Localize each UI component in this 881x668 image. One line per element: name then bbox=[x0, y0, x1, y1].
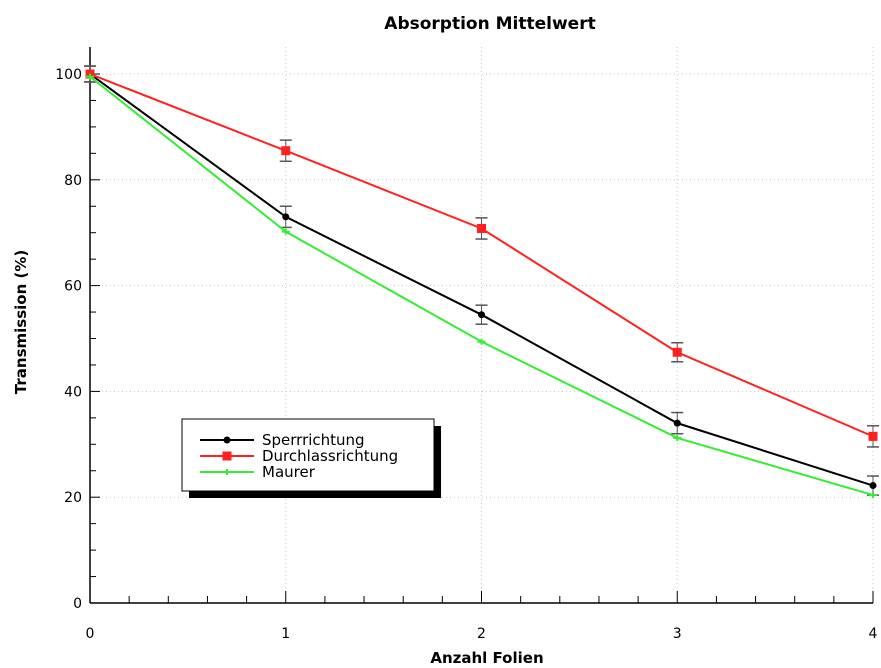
series-durchlassrichtung bbox=[84, 65, 879, 448]
legend-label: Sperrrichtung bbox=[262, 431, 365, 449]
legend-label: Durchlassrichtung bbox=[262, 447, 398, 465]
x-tick-label: 1 bbox=[281, 626, 290, 642]
grid bbox=[90, 47, 874, 603]
y-axis-label: Transmission (%) bbox=[12, 250, 30, 394]
y-tick-label: 0 bbox=[73, 596, 82, 612]
data-point bbox=[282, 213, 290, 221]
y-tick-label: 20 bbox=[64, 490, 82, 506]
data-point bbox=[672, 347, 682, 357]
data-point bbox=[477, 338, 486, 345]
y-tick-label: 80 bbox=[64, 173, 82, 189]
x-axis-label: Anzahl Folien bbox=[430, 649, 543, 667]
ticks: 0 20 40 60 80 100 0 1 2 3 4 bbox=[55, 67, 877, 642]
data-point bbox=[478, 311, 485, 319]
chart-title: Absorption Mittelwert bbox=[384, 14, 595, 34]
data-point bbox=[868, 431, 878, 441]
data-point bbox=[223, 436, 231, 444]
data-point bbox=[86, 73, 94, 80]
series-group bbox=[84, 65, 879, 499]
data-point bbox=[281, 146, 291, 156]
data-point bbox=[222, 451, 232, 461]
y-tick-label: 60 bbox=[64, 279, 82, 295]
data-point bbox=[281, 228, 290, 235]
data-point bbox=[673, 419, 681, 427]
data-point bbox=[223, 469, 231, 475]
x-tick-label: 4 bbox=[869, 626, 878, 642]
x-tick-label: 3 bbox=[673, 626, 682, 642]
series-maurer bbox=[86, 73, 877, 499]
data-point bbox=[869, 492, 877, 499]
x-tick-label: 0 bbox=[86, 626, 95, 642]
y-tick-label: 100 bbox=[55, 67, 82, 83]
data-point bbox=[477, 223, 486, 233]
data-point bbox=[869, 482, 877, 490]
y-tick-label: 40 bbox=[64, 384, 82, 400]
legend-label: Maurer bbox=[262, 463, 316, 481]
x-tick-label: 2 bbox=[477, 626, 486, 642]
data-point bbox=[673, 434, 682, 441]
